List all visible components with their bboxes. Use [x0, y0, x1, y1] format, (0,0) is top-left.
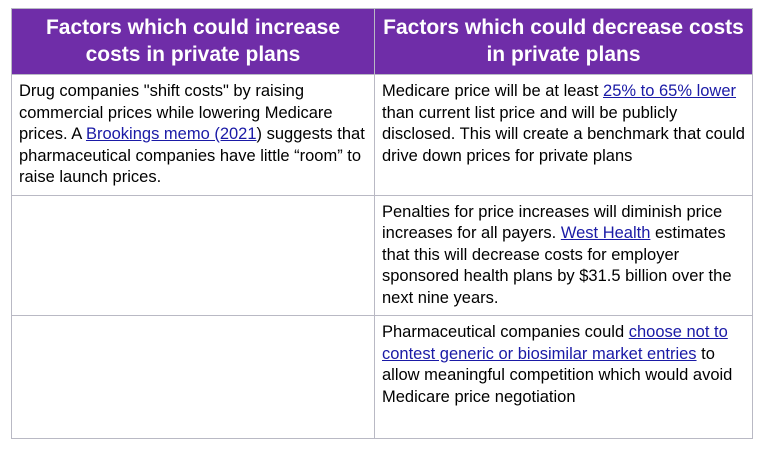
generic-biosimilar-link[interactable]: choose not to contest generic or biosimi… [382, 323, 728, 363]
cell-text: ) suggests that pharmaceutical companies… [19, 125, 365, 186]
cell-decrease: Pharmaceutical companies could choose no… [374, 315, 753, 439]
cost-factors-table-container: Factors which could increase costs in pr… [11, 8, 753, 439]
brookings-memo-link[interactable]: Brookings memo (2021 [85, 125, 257, 143]
header-decrease: Factors which could decrease costs in pr… [374, 8, 753, 75]
cost-factors-table: Factors which could increase costs in pr… [11, 8, 753, 439]
cell-decrease: Penalties for price increases will dimin… [374, 194, 753, 316]
table-row: Penalties for price increases will dimin… [11, 194, 753, 316]
cell-decrease: Medicare price will be at least 25% to 6… [374, 74, 753, 196]
cell-text: to allow meaningful competition which wo… [382, 344, 733, 406]
cell-text: Medicare price will be at least [382, 82, 604, 100]
table-row: Drug companies "shift costs" by raising … [11, 74, 753, 196]
price-lower-link[interactable]: 25% to 65% lower [603, 82, 737, 100]
cell-increase-empty [11, 315, 375, 439]
cell-increase-empty [11, 194, 375, 316]
cell-text: Pharmaceutical companies could [382, 323, 629, 341]
west-health-link[interactable]: West Health [560, 224, 651, 242]
cell-increase: Drug companies "shift costs" by raising … [11, 74, 375, 196]
cell-text: Drug companies "shift costs" by raising … [19, 82, 333, 143]
cell-text: than current list price and will be publ… [382, 103, 745, 165]
header-increase: Factors which could increase costs in pr… [11, 8, 375, 75]
cell-text: Penalties for price increases will dimin… [382, 202, 723, 243]
header-row: Factors which could increase costs in pr… [11, 8, 753, 75]
table-row: Pharmaceutical companies could choose no… [11, 315, 753, 439]
cell-text: estimates that this will decrease costs … [382, 224, 732, 307]
